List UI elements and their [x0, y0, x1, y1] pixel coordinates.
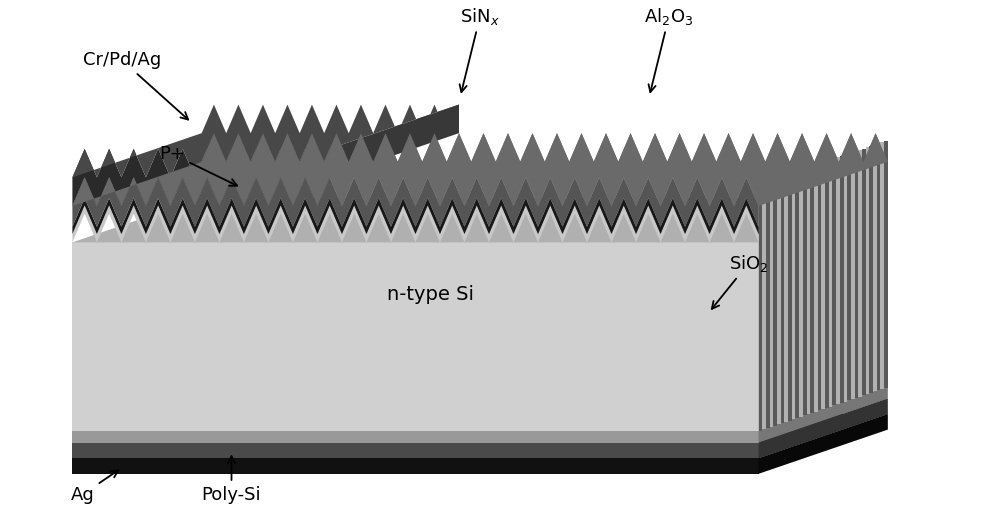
Polygon shape	[330, 105, 459, 177]
Polygon shape	[818, 164, 821, 410]
Polygon shape	[788, 174, 792, 421]
Polygon shape	[766, 181, 770, 428]
Polygon shape	[759, 190, 888, 242]
Polygon shape	[72, 105, 459, 177]
Polygon shape	[855, 151, 858, 398]
Polygon shape	[803, 169, 807, 416]
Polygon shape	[825, 161, 829, 408]
Polygon shape	[858, 150, 862, 397]
Polygon shape	[844, 155, 847, 401]
Text: SiO$_2$: SiO$_2$	[712, 252, 768, 309]
Polygon shape	[72, 431, 759, 442]
Polygon shape	[810, 166, 814, 413]
Polygon shape	[72, 242, 759, 431]
Polygon shape	[862, 148, 866, 395]
Polygon shape	[759, 184, 762, 431]
Polygon shape	[795, 171, 799, 418]
Text: P+: P+	[159, 145, 237, 186]
Polygon shape	[759, 162, 888, 227]
Polygon shape	[807, 167, 810, 414]
Polygon shape	[72, 387, 888, 431]
Polygon shape	[869, 146, 873, 393]
Polygon shape	[770, 180, 773, 427]
Polygon shape	[72, 133, 888, 206]
Polygon shape	[762, 183, 766, 429]
Polygon shape	[784, 175, 788, 422]
Polygon shape	[773, 179, 777, 426]
Polygon shape	[866, 147, 869, 394]
Polygon shape	[799, 170, 803, 417]
Polygon shape	[877, 144, 880, 390]
Polygon shape	[840, 156, 844, 403]
Polygon shape	[792, 173, 795, 419]
Polygon shape	[847, 154, 851, 400]
Polygon shape	[72, 198, 759, 234]
Text: SiN$_x$: SiN$_x$	[460, 6, 500, 92]
Polygon shape	[829, 160, 832, 407]
Polygon shape	[72, 149, 330, 206]
Polygon shape	[851, 153, 855, 399]
Polygon shape	[832, 159, 836, 406]
Text: Ag: Ag	[70, 470, 118, 503]
Polygon shape	[72, 177, 759, 227]
Polygon shape	[759, 148, 888, 431]
Polygon shape	[759, 183, 888, 234]
Polygon shape	[836, 157, 840, 404]
Polygon shape	[72, 442, 759, 458]
Text: n-type Si: n-type Si	[387, 285, 474, 304]
Polygon shape	[72, 133, 888, 206]
Polygon shape	[759, 398, 888, 458]
Polygon shape	[72, 414, 888, 458]
Polygon shape	[759, 414, 888, 474]
Polygon shape	[72, 458, 759, 474]
Polygon shape	[814, 165, 818, 412]
Polygon shape	[821, 163, 825, 409]
Polygon shape	[759, 387, 888, 442]
Polygon shape	[72, 198, 888, 242]
Text: Cr/Pd/Ag: Cr/Pd/Ag	[83, 52, 188, 119]
Polygon shape	[72, 206, 759, 242]
Text: Poly-Si: Poly-Si	[202, 456, 261, 503]
Polygon shape	[777, 178, 781, 424]
Polygon shape	[72, 398, 888, 442]
Polygon shape	[873, 145, 877, 391]
Polygon shape	[781, 176, 784, 423]
Polygon shape	[884, 141, 888, 388]
Polygon shape	[880, 142, 884, 389]
Text: Al$_2$O$_3$: Al$_2$O$_3$	[644, 6, 694, 92]
Polygon shape	[759, 198, 888, 431]
